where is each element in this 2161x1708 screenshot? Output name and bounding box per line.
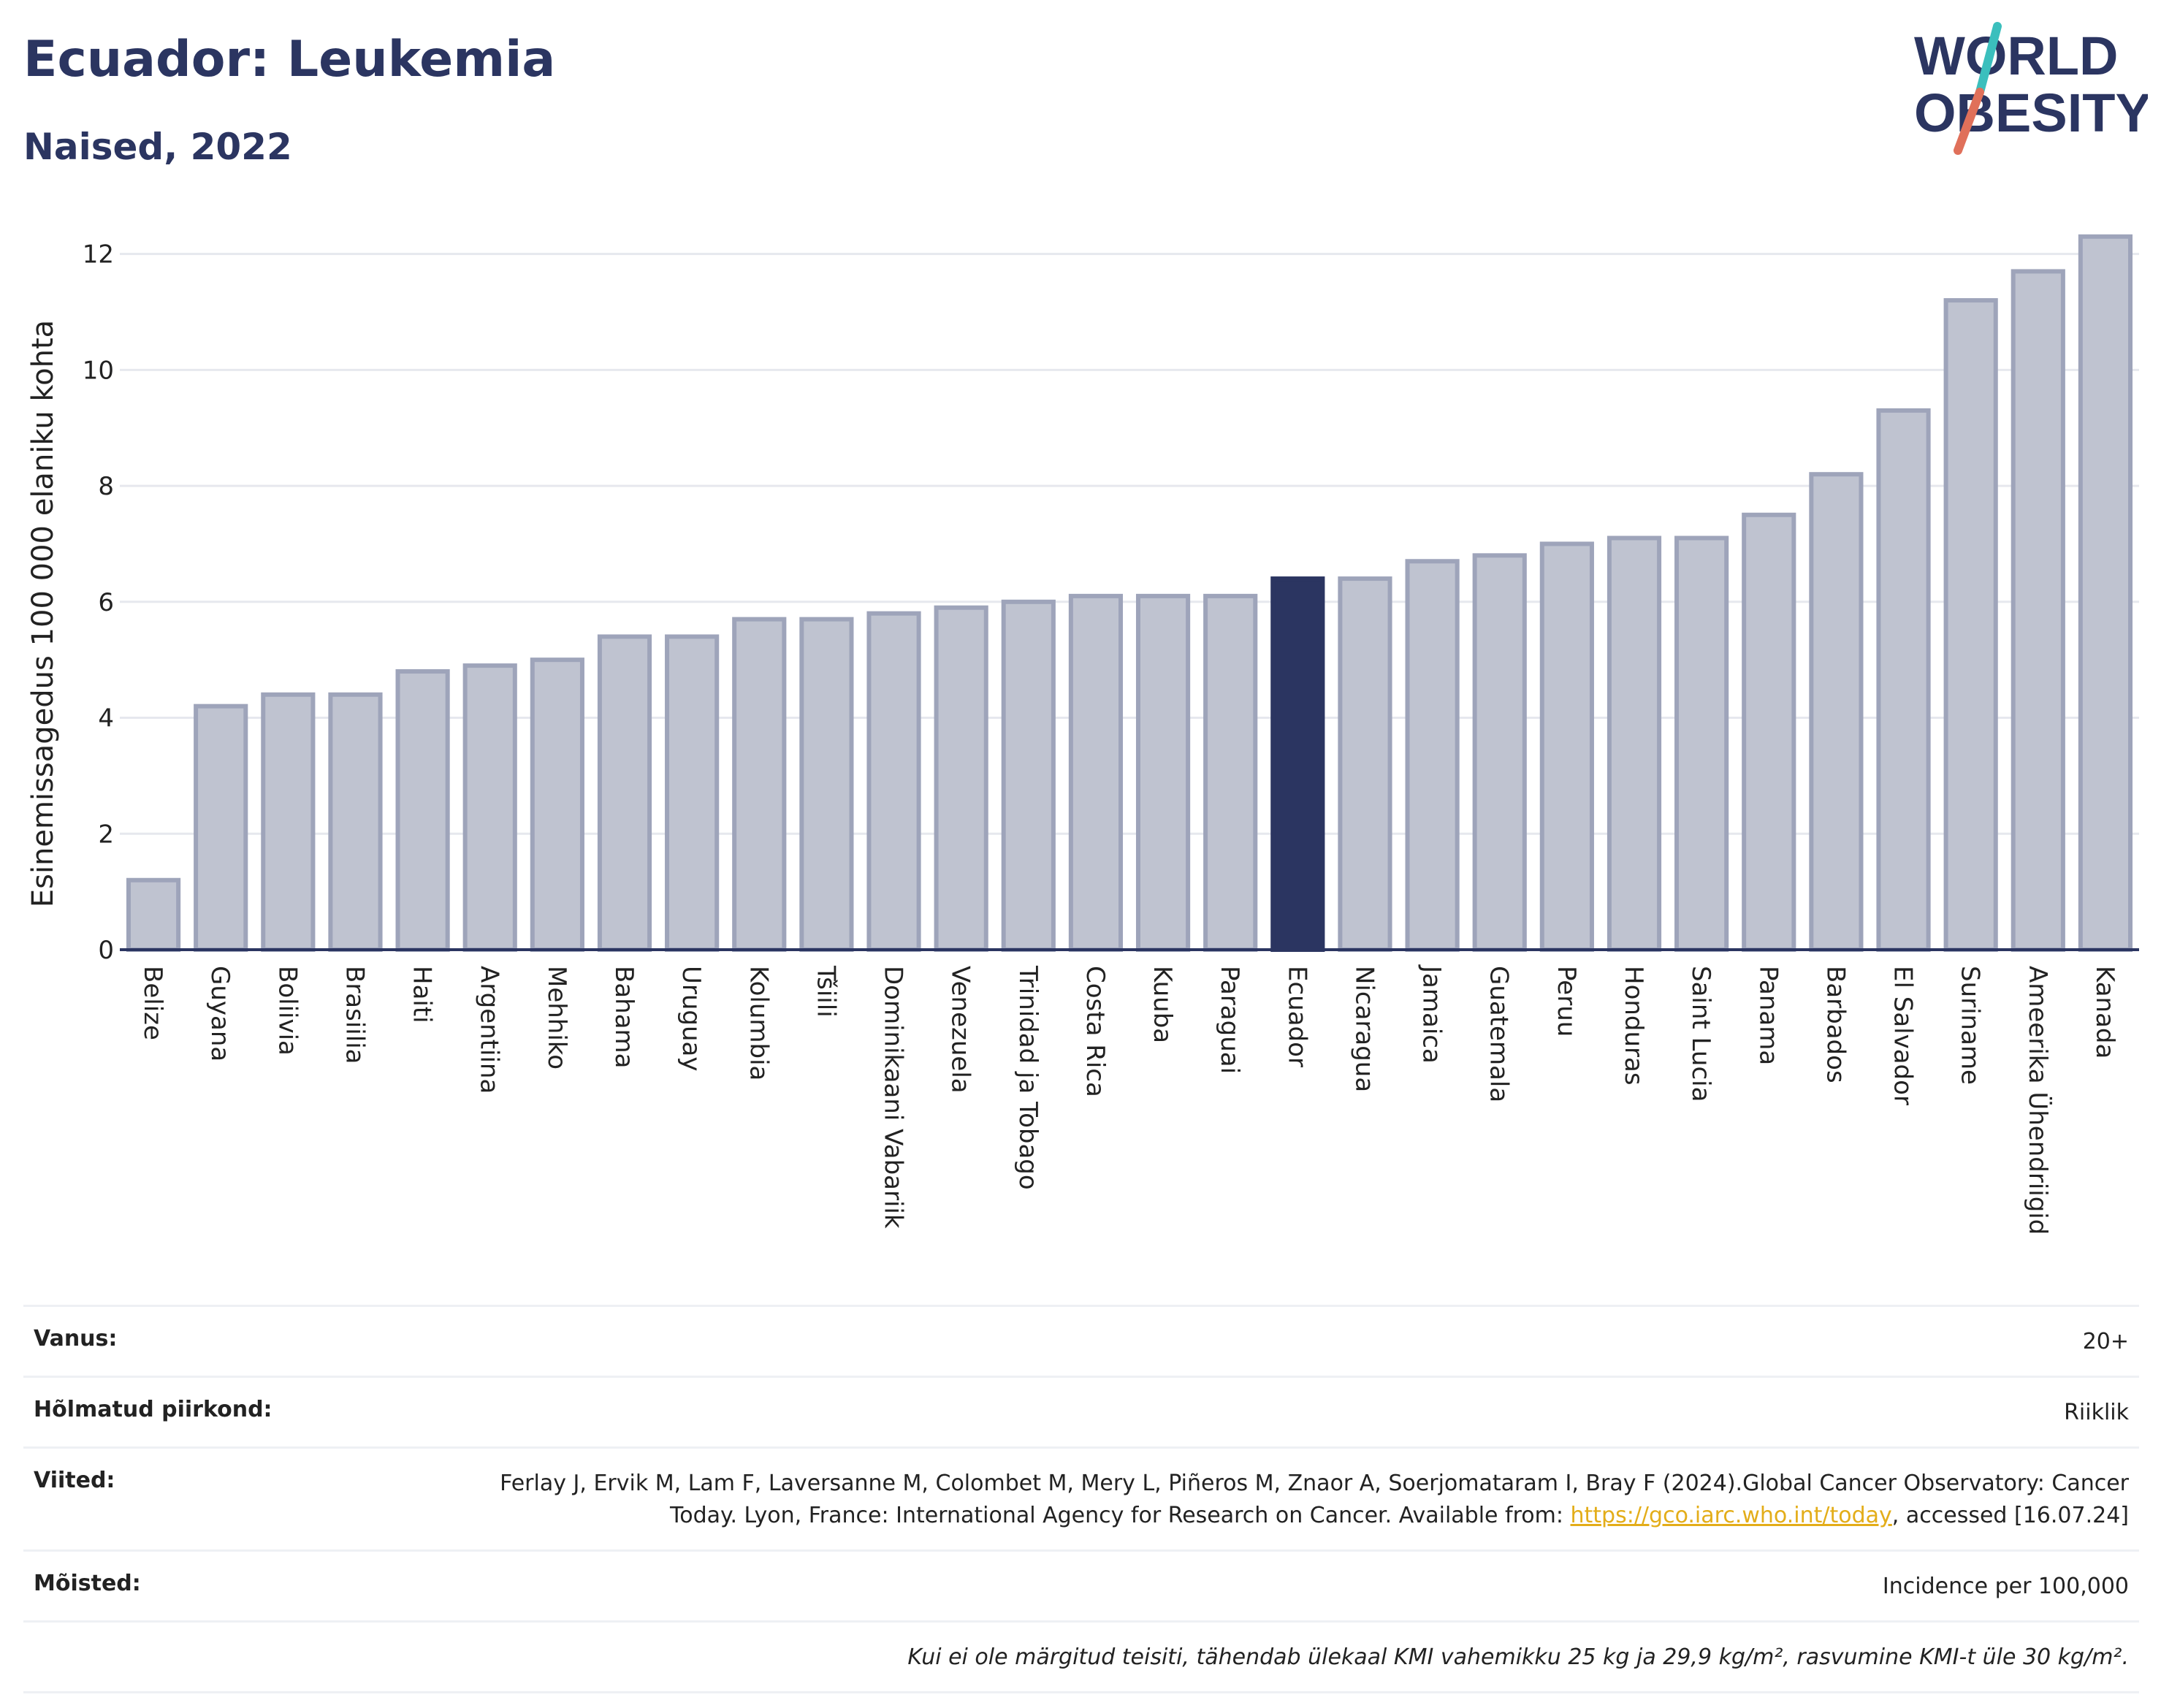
bar bbox=[1405, 559, 1460, 952]
x-tick-label: Brasiilia bbox=[340, 966, 369, 1064]
x-tick-label: Guatemala bbox=[1485, 966, 1514, 1102]
bar bbox=[1876, 408, 1931, 952]
reference-accessed: , accessed [16.07.24] bbox=[1891, 1503, 2129, 1528]
x-tick-label: Suriname bbox=[1956, 966, 1985, 1085]
logo-text-world: WORLD bbox=[1914, 26, 2119, 86]
y-tick-label: 8 bbox=[98, 472, 114, 501]
x-tick-label: Kuuba bbox=[1148, 966, 1177, 1043]
bmi-note: Kui ei ole märgitud teisiti, tähendab ül… bbox=[907, 1644, 2129, 1670]
y-axis-label: Esinemissagedus 100 000 elaniku kohta bbox=[26, 320, 60, 907]
bar bbox=[462, 663, 517, 952]
bar bbox=[2078, 234, 2133, 952]
bar bbox=[1539, 541, 1594, 952]
x-tick-label: Dominikaani Vabariik bbox=[879, 966, 908, 1229]
meta-value-references: Ferlay J, Ervik M, Lam F, Laversanne M, … bbox=[449, 1468, 2129, 1532]
x-tick-label: Ecuador bbox=[1282, 966, 1311, 1067]
bar bbox=[1203, 593, 1258, 952]
meta-value-age: 20+ bbox=[2082, 1329, 2129, 1354]
x-tick-label: Nicaragua bbox=[1349, 966, 1379, 1092]
reference-text: Ferlay J, Ervik M, Lam F, Laversanne M, … bbox=[500, 1471, 2129, 1528]
meta-label-region: Hõlmatud piirkond: bbox=[34, 1397, 272, 1422]
meta-label-references: Viited: bbox=[34, 1468, 115, 1493]
page-subtitle: Naised, 2022 bbox=[23, 126, 292, 168]
x-tick-label: Panama bbox=[1753, 966, 1783, 1065]
bar bbox=[2011, 269, 2065, 952]
page-title: Ecuador: Leukemia bbox=[23, 31, 556, 88]
y-tick-label: 12 bbox=[83, 240, 114, 270]
bar bbox=[665, 634, 720, 953]
bar bbox=[934, 605, 988, 952]
metadata-table: Vanus: 20+ Hõlmatud piirkond: Riiklik Vi… bbox=[23, 1305, 2139, 1693]
x-tick-label: Costa Rica bbox=[1080, 966, 1110, 1097]
logo-slash-bottom bbox=[1954, 88, 1984, 155]
x-tick-label: Ameerika Ühendriigid bbox=[2023, 966, 2053, 1235]
x-tick-label: Tšiili bbox=[811, 965, 840, 1018]
bar bbox=[732, 617, 787, 952]
x-tick-label: Bahama bbox=[609, 966, 639, 1069]
x-tick-label: Boliivia bbox=[272, 966, 302, 1056]
bar bbox=[799, 617, 854, 952]
bar bbox=[1068, 593, 1124, 952]
y-tick-label: 0 bbox=[98, 936, 114, 965]
meta-value-region: Riiklik bbox=[2064, 1400, 2129, 1425]
bar bbox=[1742, 512, 1796, 952]
bar bbox=[866, 611, 921, 953]
logo-text-obesity: OBESITY bbox=[1914, 83, 2148, 143]
x-tick-label: Mehhiko bbox=[542, 966, 571, 1070]
x-tick-labels: Belize Guyana Boliivia Brasiilia Haiti Argent… bbox=[138, 964, 2119, 1235]
x-tick-label: Argentiina bbox=[475, 966, 504, 1094]
bar bbox=[530, 657, 584, 953]
meta-label-definitions: Mõisted: bbox=[34, 1571, 141, 1596]
meta-row-references: Viited: Ferlay J, Ervik M, Lam F, Lavers… bbox=[23, 1446, 2139, 1549]
world-obesity-logo: WORLD OBESITY bbox=[1914, 22, 2148, 155]
bar bbox=[1674, 535, 1729, 952]
x-tick-label: Honduras bbox=[1619, 966, 1648, 1086]
meta-row-age: Vanus: 20+ bbox=[23, 1305, 2139, 1376]
x-tick-label: Haiti bbox=[408, 966, 437, 1023]
bar bbox=[1809, 472, 1864, 952]
meta-row-note: Kui ei ole märgitud teisiti, tähendab ül… bbox=[23, 1620, 2139, 1693]
meta-value-definitions: Incidence per 100,000 bbox=[1882, 1574, 2129, 1599]
x-tick-label: Jamaica bbox=[1417, 964, 1447, 1064]
bar bbox=[1001, 599, 1056, 952]
x-tick-label: Venezuela bbox=[946, 966, 975, 1094]
bar bbox=[395, 669, 450, 952]
y-tick-label: 4 bbox=[98, 704, 114, 733]
bar bbox=[328, 692, 383, 952]
bar bbox=[1472, 553, 1527, 952]
bar bbox=[261, 692, 316, 952]
x-tick-label: Barbados bbox=[1821, 966, 1850, 1083]
bar-chart: 0 2 4 6 8 10 12 Belize Guyana Boliivia Brasiilia H… bbox=[26, 234, 2139, 1235]
x-tick-label: Kanada bbox=[2090, 966, 2119, 1059]
y-tick-label: 2 bbox=[98, 820, 114, 849]
bar bbox=[597, 634, 652, 953]
x-tick-label: Belize bbox=[138, 966, 167, 1040]
x-tick-label: Paraguai bbox=[1215, 966, 1244, 1074]
bar bbox=[1607, 535, 1662, 952]
logo-slash-top bbox=[1975, 22, 2002, 96]
reference-link[interactable]: https://gco.iarc.who.int/today bbox=[1570, 1503, 1892, 1528]
bar bbox=[1943, 298, 1998, 953]
x-tick-label: Guyana bbox=[205, 966, 235, 1061]
x-tick-label: Saint Lucia bbox=[1686, 966, 1715, 1102]
meta-row-region: Hõlmatud piirkond: Riiklik bbox=[23, 1376, 2139, 1446]
x-tick-label: Peruu bbox=[1552, 966, 1581, 1037]
x-tick-label: El Salvador bbox=[1889, 966, 1918, 1105]
y-tick-labels: 0 2 4 6 8 10 12 bbox=[83, 240, 114, 965]
bar bbox=[194, 704, 248, 953]
y-tick-label: 6 bbox=[98, 588, 114, 617]
x-tick-label: Uruguay bbox=[676, 966, 706, 1072]
bar bbox=[126, 877, 181, 953]
bar bbox=[1338, 576, 1392, 952]
meta-row-definitions: Mõisted: Incidence per 100,000 bbox=[23, 1549, 2139, 1620]
bar bbox=[1135, 593, 1191, 952]
x-tick-label: Trinidad ja Tobago bbox=[1013, 965, 1043, 1190]
bars bbox=[126, 234, 2133, 953]
x-tick-label: Kolumbia bbox=[744, 966, 773, 1080]
y-tick-label: 10 bbox=[83, 356, 114, 385]
meta-label-age: Vanus: bbox=[34, 1326, 118, 1351]
bar bbox=[1270, 576, 1325, 952]
